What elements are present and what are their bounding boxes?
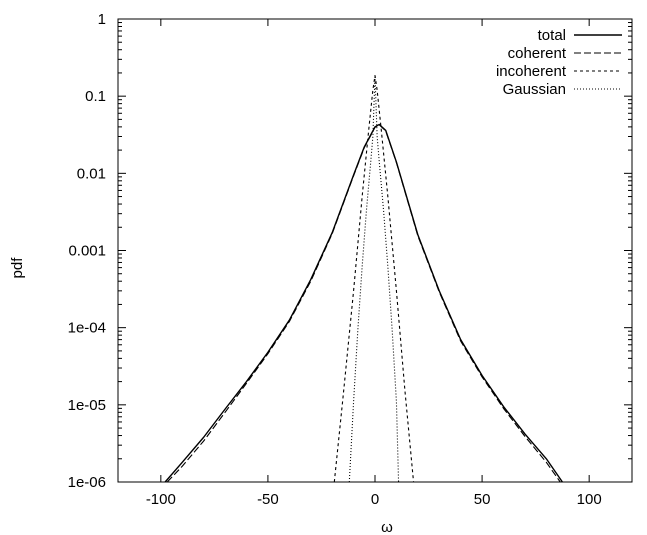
legend-label-gaussian: Gaussian [503,81,566,98]
legend-label-total: total [538,27,566,44]
legend-label-incoherent: incoherent [496,63,567,80]
y-tick-label: 1e-05 [68,397,106,414]
series-line-coherent [166,124,561,483]
y-tick-label: 0.01 [77,165,106,182]
x-tick-label: -100 [146,491,176,508]
x-tick-label: 100 [577,491,602,508]
y-tick-label: 1e-04 [68,320,106,337]
y-tick-label: 1 [98,11,106,28]
y-axis-label: pdf [9,257,26,279]
series-line-gaussian [348,75,400,483]
legend-label-coherent: coherent [508,45,567,62]
y-tick-label: 1e-06 [68,474,106,491]
x-axis-label: ω [381,519,393,535]
y-tick-label: 0.1 [85,88,106,105]
y-tick-label: 0.001 [68,243,106,260]
x-tick-label: 0 [371,491,379,508]
x-tick-label: -50 [257,491,279,508]
series-line-incoherent [333,75,415,483]
series-line-total [164,123,563,483]
x-tick-label: 50 [474,491,491,508]
